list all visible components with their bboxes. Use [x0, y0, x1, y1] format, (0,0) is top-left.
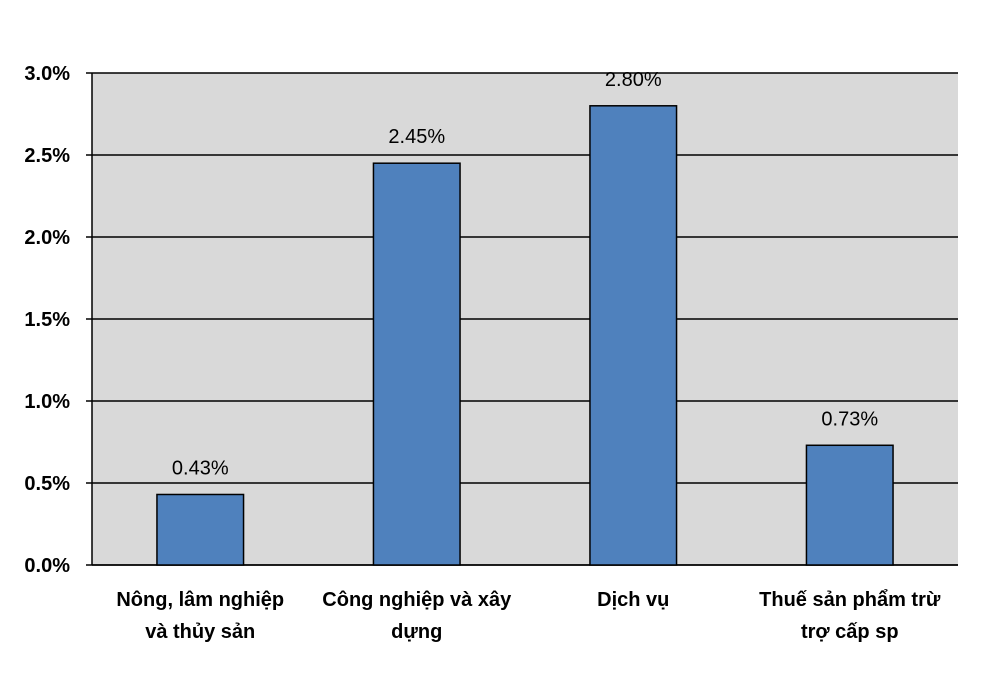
- y-tick-label: 1.0%: [24, 391, 70, 413]
- data-label: 2.80%: [605, 69, 662, 91]
- x-tick-label: Thuế sản phẩm trừ: [759, 589, 941, 611]
- x-axis-labels: Nông, lâm nghiệp và thủy sản Công nghiệp v…: [116, 589, 940, 643]
- bars: [156, 105, 894, 566]
- y-tick-label: 0.5%: [24, 473, 70, 495]
- y-tick-label: 0.0%: [24, 555, 70, 577]
- x-tick-label: và thủy sản: [145, 621, 255, 643]
- data-labels: 0.43% 2.45% 2.80% 0.73%: [172, 69, 878, 480]
- data-label: 0.73%: [821, 408, 878, 430]
- y-tick-label: 2.5%: [24, 145, 70, 167]
- data-label: 0.43%: [172, 457, 229, 479]
- x-tick-label: trợ cấp sp: [801, 621, 899, 643]
- y-tick-label: 3.0%: [24, 63, 70, 85]
- y-tick-label: 1.5%: [24, 309, 70, 331]
- bar: [156, 493, 245, 566]
- bar: [589, 105, 678, 566]
- y-axis-ticks: 0.0% 0.5% 1.0% 1.5% 2.0% 2.5% 3.0%: [24, 63, 70, 577]
- data-label: 2.45%: [388, 126, 445, 148]
- x-tick-label: Nông, lâm nghiệp: [116, 589, 284, 611]
- x-tick-label: Dịch vụ: [597, 589, 669, 611]
- bar: [805, 444, 894, 566]
- y-tick-label: 2.0%: [24, 227, 70, 249]
- bar: [372, 162, 461, 566]
- x-tick-label: Công nghiệp và xây: [322, 589, 512, 611]
- x-tick-label: dựng: [391, 621, 442, 643]
